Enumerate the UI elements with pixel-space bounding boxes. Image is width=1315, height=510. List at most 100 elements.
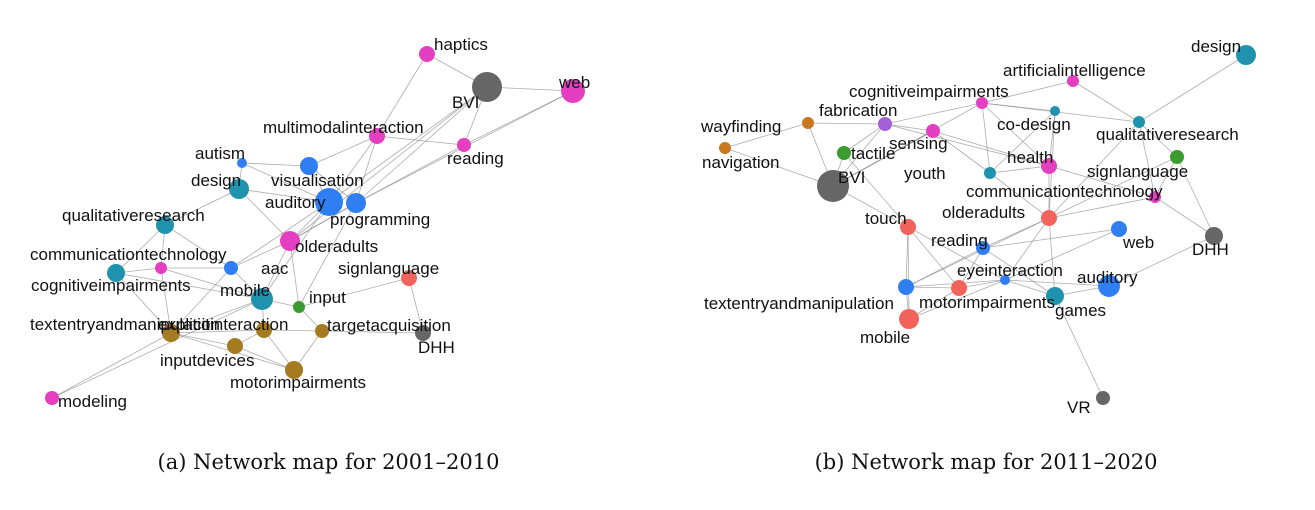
node-cognitiveimpairments bbox=[107, 264, 125, 282]
node-label-co-design: co-design bbox=[997, 115, 1071, 134]
edge-health-communicationtechnology bbox=[1048, 165, 1156, 198]
edge-cognitiveimpairments-mobile bbox=[115, 272, 263, 300]
edge-cognitiveimpairments-textentryandmanipulation bbox=[115, 272, 172, 334]
edge-qualitativeresearch-aac bbox=[164, 224, 232, 269]
node-sensing bbox=[926, 124, 940, 138]
network-panel-2001-2010: haptics web BVI multimodalinteraction readin… bbox=[0, 0, 657, 510]
edge-haptics-multimodalinteraction bbox=[376, 53, 428, 137]
edge-design-auditory bbox=[238, 188, 330, 203]
node-label-touch: touch bbox=[865, 209, 907, 228]
edge-programming-input bbox=[298, 202, 357, 308]
node-games bbox=[1046, 287, 1064, 305]
edge-mobile-modeling bbox=[51, 298, 263, 399]
node-reading bbox=[457, 138, 471, 152]
caption-2011-2020: (b) Network map for 2011–2020 bbox=[814, 450, 1158, 474]
node-targetacquisition bbox=[315, 324, 329, 338]
node-label-visualisation: visualisation bbox=[271, 171, 364, 190]
node-web bbox=[561, 79, 585, 103]
node-visualisation bbox=[300, 157, 318, 175]
node-design bbox=[229, 179, 249, 199]
edge-aac-auditory bbox=[230, 201, 330, 269]
node-label-design: design bbox=[1191, 37, 1241, 56]
edge-input-signlanguage bbox=[298, 277, 410, 308]
edge-communicationtechnology-mobile bbox=[160, 267, 263, 300]
edge-textentryandmanipulation-olderadults bbox=[905, 217, 1050, 288]
node-label-multimodalinteraction: multimodalinteraction bbox=[263, 118, 424, 137]
node-label-web: web bbox=[558, 73, 590, 92]
node-input bbox=[293, 301, 305, 313]
edge-bvi-auditory bbox=[328, 86, 488, 203]
node-label-navigation: navigation bbox=[702, 153, 780, 172]
edge-sensing-health bbox=[932, 130, 1050, 167]
node-label-programming: programming bbox=[330, 210, 430, 229]
edge-co-design-health bbox=[1048, 110, 1056, 167]
edge-signlanguage-olderadults bbox=[1048, 156, 1178, 219]
node-label-reading: reading bbox=[447, 149, 504, 168]
edge-auditory-dhh bbox=[1108, 235, 1215, 287]
node-label-textentryandmanipulation: textentryandmanipulation bbox=[30, 315, 220, 334]
node-design bbox=[1236, 45, 1256, 65]
node-wayfinding bbox=[802, 117, 814, 129]
node-explicitinteraction bbox=[256, 322, 272, 338]
edge-youth-olderadults bbox=[989, 172, 1050, 219]
node-label-cognitiveimpairments: cognitiveimpairments bbox=[849, 82, 1009, 101]
edge-qualitativeresearch-signlanguage bbox=[1138, 121, 1178, 158]
edge-olderadults-input bbox=[289, 240, 300, 308]
edge-olderadults-games bbox=[1048, 217, 1056, 297]
edge-targetacquisition-dhh bbox=[321, 330, 424, 334]
node-label-communicationtechnology: communicationtechnology bbox=[966, 182, 1163, 201]
edge-programming-bvi bbox=[355, 86, 488, 204]
edge-sensing-youth bbox=[932, 130, 991, 174]
edge-reading-web bbox=[982, 228, 1120, 249]
edge-autism-auditory bbox=[241, 162, 330, 203]
edge-textentryandmanipulation-motorimpairments bbox=[905, 286, 960, 289]
node-reading bbox=[976, 241, 990, 255]
node-label-vr: VR bbox=[1067, 398, 1091, 417]
node-label-auditory: auditory bbox=[265, 193, 326, 212]
node-label-games: games bbox=[1055, 301, 1106, 320]
edge-communicationtechnology-dhh bbox=[1154, 196, 1215, 237]
node-olderadults bbox=[280, 231, 300, 251]
edge-mobile-eyeinteraction bbox=[908, 279, 1006, 320]
edge-qualitativeresearch-communicationtechnology bbox=[1138, 121, 1156, 198]
edge-navigation-wayfinding bbox=[724, 122, 809, 149]
node-haptics bbox=[419, 46, 435, 62]
edge-touch-mobile bbox=[907, 226, 910, 320]
node-label-motorimpairments: motorimpairments bbox=[230, 373, 366, 392]
edge-textentryandmanipulation-inputdevices bbox=[170, 332, 236, 347]
edge-textentryandmanipulation-modeling bbox=[51, 332, 172, 399]
edge-explicitinteraction-textentryandmanipulation bbox=[170, 329, 265, 334]
node-programming bbox=[346, 193, 366, 213]
edge-qualitativeresearch-cognitiveimpairments bbox=[115, 224, 166, 274]
edge-cognitiveimpairments-health bbox=[981, 102, 1050, 167]
edge-group bbox=[51, 53, 574, 399]
edge-touch-textentryandmanipulation bbox=[905, 226, 909, 288]
edge-design-qualitativeresearch bbox=[164, 188, 240, 226]
node-autism bbox=[237, 158, 247, 168]
node-label-input: input bbox=[309, 288, 346, 307]
caption-2001-2010: (a) Network map for 2001–2010 bbox=[157, 450, 500, 474]
edge-web-eyeinteraction bbox=[1004, 228, 1120, 281]
node-auditory bbox=[1098, 275, 1120, 297]
edge-health-youth bbox=[989, 165, 1050, 174]
node-bvi bbox=[817, 170, 849, 202]
node-label-aac: aac bbox=[261, 259, 289, 278]
edge-reading-games bbox=[982, 247, 1056, 297]
edge-aac-olderadults bbox=[230, 240, 291, 269]
node-dhh bbox=[1205, 227, 1223, 245]
node-label-cognitiveimpairments: cognitiveimpairments bbox=[31, 276, 191, 295]
edge-aac-textentryandmanipulation bbox=[170, 267, 232, 334]
node-eyeinteraction bbox=[1000, 275, 1010, 285]
node-label-web: web bbox=[1122, 233, 1154, 252]
edge-touch-eyeinteraction bbox=[907, 226, 1006, 281]
node-label-motorimpairments: motorimpairments bbox=[919, 293, 1055, 312]
network-graph-2001-2010: haptics web BVI multimodalinteraction readin… bbox=[30, 35, 590, 411]
edge-web-reading bbox=[463, 90, 574, 146]
node-multimodalinteraction bbox=[369, 128, 385, 144]
edge-mobile-textentryandmanipulation bbox=[170, 298, 263, 334]
network-graph-2011-2020: design artificialintelligence cognitiveimp… bbox=[700, 37, 1256, 417]
node-communicationtechnology bbox=[155, 262, 167, 274]
node-label-reading: reading bbox=[931, 231, 988, 250]
edge-artificialintelligence-cognitiveimpairments bbox=[981, 80, 1074, 104]
edge-programming-olderadults bbox=[289, 202, 357, 242]
